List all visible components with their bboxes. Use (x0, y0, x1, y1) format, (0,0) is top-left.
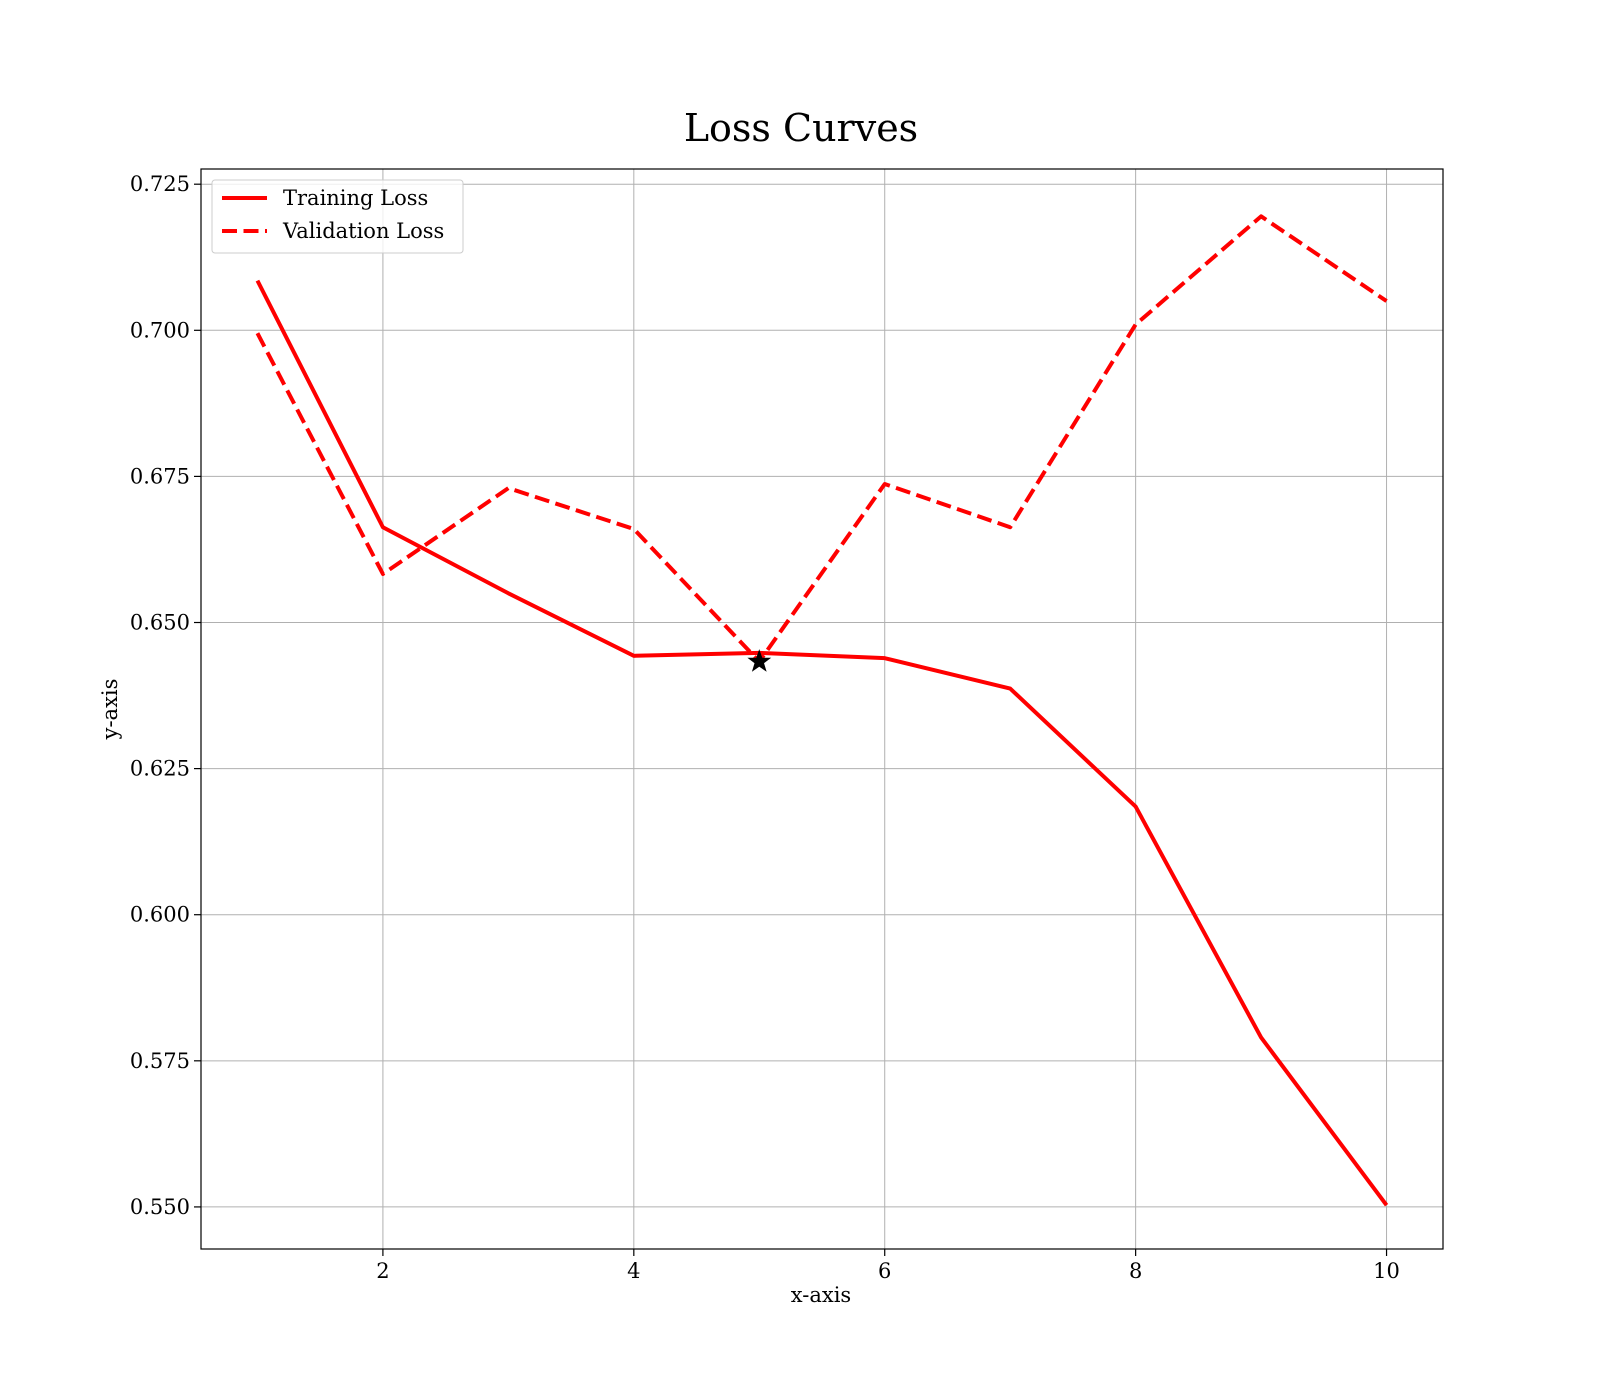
y-axis-label: y-axis (98, 679, 122, 741)
y-tick-label-0-575: 0.575 (130, 1049, 190, 1073)
y-tick-label-0-725: 0.725 (130, 172, 190, 196)
x-tick-label-4: 4 (627, 1259, 640, 1283)
x-axis-label: x-axis (791, 1283, 851, 1307)
x-tick-label-2: 2 (376, 1259, 389, 1283)
y-tick-label-0-625: 0.625 (130, 757, 190, 781)
series-line-validation-loss (255, 214, 1388, 664)
x-tick-label-10: 10 (1373, 1259, 1400, 1283)
y-ticks: 0.550 0.575 0.600 0.625 0.650 0.675 0.700 0.725 (130, 172, 201, 1219)
grid (201, 169, 1443, 1249)
series-lines (255, 214, 1389, 1207)
legend-box (211, 179, 464, 254)
legend: Training Loss Validation Loss (211, 179, 464, 254)
x-tick-label-6: 6 (878, 1259, 891, 1283)
x-ticks: 2 4 6 8 10 (376, 1249, 1400, 1283)
y-tick-label-0-600: 0.600 (130, 903, 190, 927)
legend-label-training-loss: Training Loss (283, 186, 428, 210)
legend-label-validation-loss: Validation Loss (282, 219, 444, 243)
chart-title: Loss Curves (684, 106, 918, 150)
markers (747, 649, 772, 672)
y-tick-label-0-700: 0.700 (130, 318, 190, 342)
x-tick-label-8: 8 (1129, 1259, 1142, 1283)
y-tick-label-0-650: 0.650 (130, 611, 190, 635)
y-tick-label-0-550: 0.550 (130, 1195, 190, 1219)
y-tick-label-0-675: 0.675 (130, 464, 190, 488)
series-line-training-loss (255, 279, 1389, 1207)
star-marker (747, 649, 772, 672)
plot-frame (200, 168, 1444, 1250)
